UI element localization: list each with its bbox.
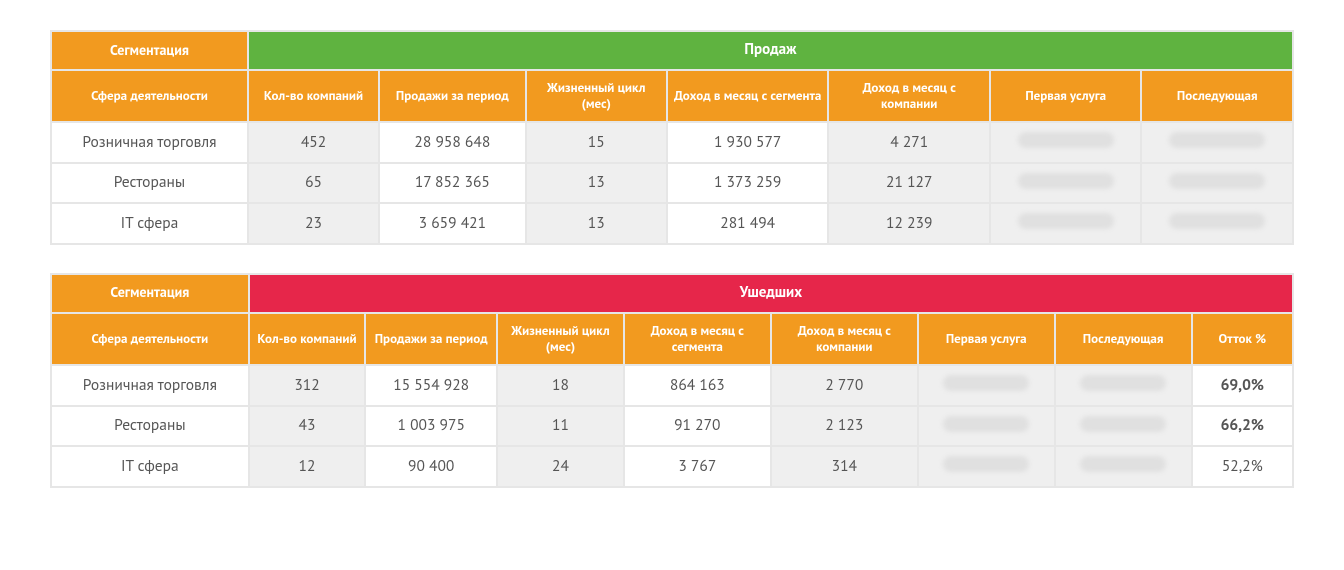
sales-table: Сегментация Продаж Сфера деятельности Ко…: [50, 30, 1294, 245]
cell-cycle: 11: [497, 406, 624, 447]
segmentation-header: Сегментация: [51, 274, 249, 313]
col-subsequent: Последующая: [1141, 70, 1293, 123]
cell-income-segment: 1 930 577: [667, 122, 829, 163]
col-sphere: Сфера деятельности: [51, 313, 249, 366]
cell-income-segment: 281 494: [667, 203, 829, 244]
cell-sales: 1 003 975: [365, 406, 497, 447]
row-label: IT сфера: [51, 446, 249, 487]
cell-churn: 52,2%: [1192, 446, 1293, 487]
table-row: IT сфера233 659 42113281 49412 239: [51, 203, 1293, 244]
cell-subsequent-blurred: [1055, 365, 1192, 406]
table-row: Рестораны431 003 9751191 2702 123 66,2%: [51, 406, 1293, 447]
table-row: Розничная торговля31215 554 92818864 163…: [51, 365, 1293, 406]
churn-title-bar: Ушедших: [249, 274, 1293, 313]
col-subsequent: Последующая: [1055, 313, 1192, 366]
col-lifecycle: Жизненный цикл (мес): [497, 313, 624, 366]
cell-sales: 17 852 365: [379, 163, 525, 204]
sales-title-bar: Продаж: [248, 31, 1293, 70]
cell-sales: 28 958 648: [379, 122, 525, 163]
col-sales-period: Продажи за период: [379, 70, 525, 123]
row-label: Розничная торговля: [51, 365, 249, 406]
cell-sales: 90 400: [365, 446, 497, 487]
cell-cycle: 24: [497, 446, 624, 487]
cell-income-segment: 3 767: [624, 446, 771, 487]
col-churn: Отток %: [1192, 313, 1293, 366]
col-companies: Кол-во компаний: [249, 313, 366, 366]
cell-first-service-blurred: [918, 365, 1055, 406]
table-row: IT сфера1290 400243 767314 52,2%: [51, 446, 1293, 487]
col-income-company: Доход в месяц с компании: [771, 313, 918, 366]
cell-income-segment: 91 270: [624, 406, 771, 447]
table-row: Розничная торговля45228 958 648151 930 5…: [51, 122, 1293, 163]
cell-first-service-blurred: [918, 406, 1055, 447]
cell-sales: 15 554 928: [365, 365, 497, 406]
col-companies: Кол-во компаний: [248, 70, 379, 123]
row-label: IT сфера: [51, 203, 248, 244]
cell-income-segment: 1 373 259: [667, 163, 829, 204]
segmentation-header: Сегментация: [51, 31, 248, 70]
cell-subsequent-blurred: [1055, 406, 1192, 447]
cell-companies: 312: [249, 365, 366, 406]
cell-subsequent-blurred: [1141, 122, 1293, 163]
cell-companies: 23: [248, 203, 379, 244]
cell-sales: 3 659 421: [379, 203, 525, 244]
cell-subsequent-blurred: [1141, 163, 1293, 204]
cell-income-company: 2 123: [771, 406, 918, 447]
churn-table: Сегментация Ушедших Сфера деятельности К…: [50, 273, 1294, 488]
cell-income-company: 21 127: [828, 163, 990, 204]
cell-income-company: 314: [771, 446, 918, 487]
churn-column-headers: Сфера деятельности Кол-во компаний Прода…: [51, 313, 1293, 366]
cell-income-company: 2 770: [771, 365, 918, 406]
col-first-service: Первая услуга: [990, 70, 1141, 123]
cell-first-service-blurred: [990, 203, 1141, 244]
cell-subsequent-blurred: [1055, 446, 1192, 487]
row-label: Рестораны: [51, 406, 249, 447]
cell-companies: 43: [249, 406, 366, 447]
cell-companies: 452: [248, 122, 379, 163]
cell-cycle: 13: [526, 163, 667, 204]
row-label: Рестораны: [51, 163, 248, 204]
col-income-company: Доход в месяц с компании: [828, 70, 990, 123]
cell-income-segment: 864 163: [624, 365, 771, 406]
cell-first-service-blurred: [990, 163, 1141, 204]
cell-churn: 69,0%: [1192, 365, 1293, 406]
cell-companies: 65: [248, 163, 379, 204]
cell-first-service-blurred: [990, 122, 1141, 163]
col-income-segment: Доход в месяц с сегмента: [624, 313, 771, 366]
col-income-segment: Доход в месяц с сегмента: [667, 70, 829, 123]
col-sales-period: Продажи за период: [365, 313, 497, 366]
cell-first-service-blurred: [918, 446, 1055, 487]
cell-companies: 12: [249, 446, 366, 487]
row-label: Розничная торговля: [51, 122, 248, 163]
col-lifecycle: Жизненный цикл (мес): [526, 70, 667, 123]
cell-subsequent-blurred: [1141, 203, 1293, 244]
col-sphere: Сфера деятельности: [51, 70, 248, 123]
cell-income-company: 12 239: [828, 203, 990, 244]
table-row: Рестораны6517 852 365131 373 25921 127: [51, 163, 1293, 204]
sales-column-headers: Сфера деятельности Кол-во компаний Прода…: [51, 70, 1293, 123]
cell-income-company: 4 271: [828, 122, 990, 163]
col-first-service: Первая услуга: [918, 313, 1055, 366]
cell-churn: 66,2%: [1192, 406, 1293, 447]
cell-cycle: 13: [526, 203, 667, 244]
cell-cycle: 18: [497, 365, 624, 406]
cell-cycle: 15: [526, 122, 667, 163]
